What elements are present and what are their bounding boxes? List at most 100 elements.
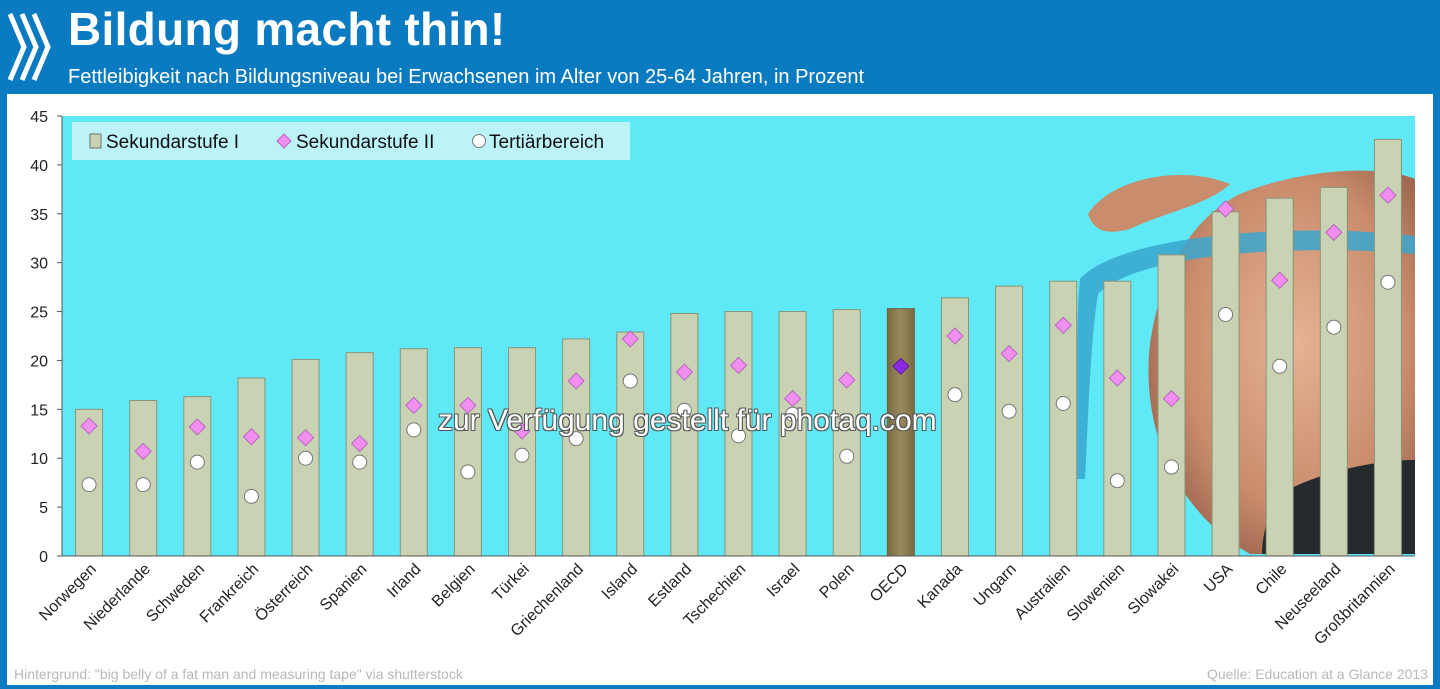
circle-belgien [460, 464, 476, 480]
circle-frankreich [243, 488, 259, 504]
circle-series [81, 274, 1396, 504]
x-tick-label-kanada: Kanada [915, 561, 966, 612]
diamond-island [621, 330, 639, 348]
legend-box [72, 122, 630, 160]
x-tick-label-island: Island [599, 561, 641, 603]
diamond-neuseeland [1325, 223, 1343, 242]
diamond-niederlande [134, 442, 152, 461]
x-tick-label-oecd: OECD [867, 561, 912, 606]
diamond-osterreich [296, 428, 315, 447]
y-tick-label: 35 [30, 207, 48, 224]
diamond-estland [675, 363, 694, 381]
circle-neuseeland [1326, 319, 1342, 335]
diamond-australien [1054, 316, 1072, 334]
x-tick-label-frankreich: Frankreich [197, 561, 262, 626]
circle-grossbritannien [1380, 274, 1396, 290]
legend-label-tertiaerbereich: Tertiärbereich [489, 132, 604, 153]
y-tick-label: 5 [39, 500, 48, 517]
circle-polen [839, 448, 855, 464]
circle-kanada [947, 387, 963, 403]
bar-polen [832, 309, 861, 557]
legend-swatch-diamond [276, 133, 292, 149]
chart-title: Bildung macht thin! [68, 3, 506, 55]
legend-swatch-bar [89, 133, 102, 149]
bar-griechenland [562, 338, 591, 557]
diamond-schweden [188, 418, 207, 436]
y-tick-label: 0 [39, 549, 48, 566]
x-tick-label-estland: Estland [645, 561, 695, 611]
x-tick-label-israel: Israel [764, 561, 804, 601]
diamond-turkei [513, 422, 531, 440]
footer-image-credit: Hintergrund: "big belly of a fat man and… [14, 666, 463, 682]
bar-oecd [886, 308, 915, 557]
circle-osterreich [298, 450, 314, 466]
diamond-frankreich [242, 428, 261, 446]
circle-island [622, 373, 638, 389]
y-tick-label: 45 [30, 109, 48, 126]
bar-spanien [345, 352, 374, 557]
diamond-griechenland [567, 372, 585, 390]
footer-source: Quelle: Education at a Glance 2013 [1206, 666, 1428, 682]
x-tick-label-turkei: Türkei [489, 561, 532, 604]
y-axis: 0 5 10 15 20 25 30 35 40 45 [30, 109, 63, 566]
circle-tschechien [731, 428, 746, 444]
circle-israel [785, 406, 801, 422]
circle-slowakei [1163, 459, 1179, 475]
x-tick-label-ungarn: Ungarn [971, 561, 1020, 610]
diamond-polen [838, 371, 856, 389]
circle-norwegen [81, 477, 97, 493]
header-banner: Bildung macht thin! Fettleibigkeit nach … [0, 0, 1440, 94]
frame-border-bottom [0, 685, 1440, 689]
frame-border-left [0, 94, 7, 689]
circle-usa [1218, 306, 1234, 322]
bar-estland [670, 313, 699, 557]
diamond-series [80, 186, 1397, 461]
circle-spanien [352, 454, 368, 470]
bar-grossbritannien [1373, 138, 1402, 557]
x-tick-label-chile: Chile [1253, 561, 1291, 599]
frame-border-right [1433, 94, 1440, 689]
y-tick-label: 10 [30, 451, 48, 468]
x-axis: NorwegenNiederlandeSchwedenFrankreichÖst… [36, 555, 1415, 648]
diamond-kanada [946, 327, 964, 345]
diamond-belgien [459, 396, 477, 415]
chart-subtitle: Fettleibigkeit nach Bildungsniveau bei E… [68, 66, 865, 88]
y-tick-label: 25 [30, 305, 48, 322]
bar-ungarn [995, 285, 1024, 557]
diamond-ungarn [1000, 344, 1018, 363]
x-tick-label-polen: Polen [817, 561, 858, 602]
bar-slowenien [1103, 280, 1132, 557]
y-tick-label: 30 [30, 256, 48, 273]
circle-griechenland [568, 431, 584, 447]
watermark-text: zur Verfügung gestellt für photaq.com [438, 404, 937, 437]
legend-label-sekundarstufe-2: Sekundarstufe II [296, 132, 434, 153]
circle-slowenien [1109, 473, 1125, 489]
legend-label-sekundarstufe-1: Sekundarstufe I [106, 132, 239, 153]
x-tick-label-slowakei: Slowakei [1125, 561, 1182, 618]
bar-chile [1265, 197, 1294, 557]
diamond-slowakei [1162, 389, 1181, 408]
y-tick-label: 15 [30, 402, 48, 419]
x-tick-label-usa: USA [1201, 561, 1237, 597]
circle-niederlande [135, 477, 151, 493]
diamond-chile [1270, 271, 1289, 289]
diamond-norwegen [80, 417, 98, 435]
x-tick-label-osterreich: Österreich [251, 560, 316, 625]
bar-frankreich [237, 377, 266, 557]
x-tick-label-belgien: Belgien [429, 561, 479, 611]
diamond-spanien [350, 434, 369, 453]
diamond-slowenien [1108, 369, 1127, 387]
oecd-logo-icon [7, 13, 51, 81]
diamond-israel [783, 389, 802, 408]
diamond-irland [405, 396, 423, 415]
legend-swatch-circle [472, 134, 486, 148]
legend: Sekundarstufe I Sekundarstufe II Tertiär… [72, 122, 630, 160]
bar-belgien [453, 347, 482, 557]
circle-australien [1055, 395, 1071, 411]
bar-israel [778, 311, 807, 557]
bar-neuseeland [1319, 186, 1348, 557]
circle-schweden [189, 454, 205, 470]
circle-turkei [514, 447, 530, 463]
x-tick-label-slowenien: Slowenien [1064, 561, 1128, 625]
circle-chile [1272, 358, 1288, 374]
